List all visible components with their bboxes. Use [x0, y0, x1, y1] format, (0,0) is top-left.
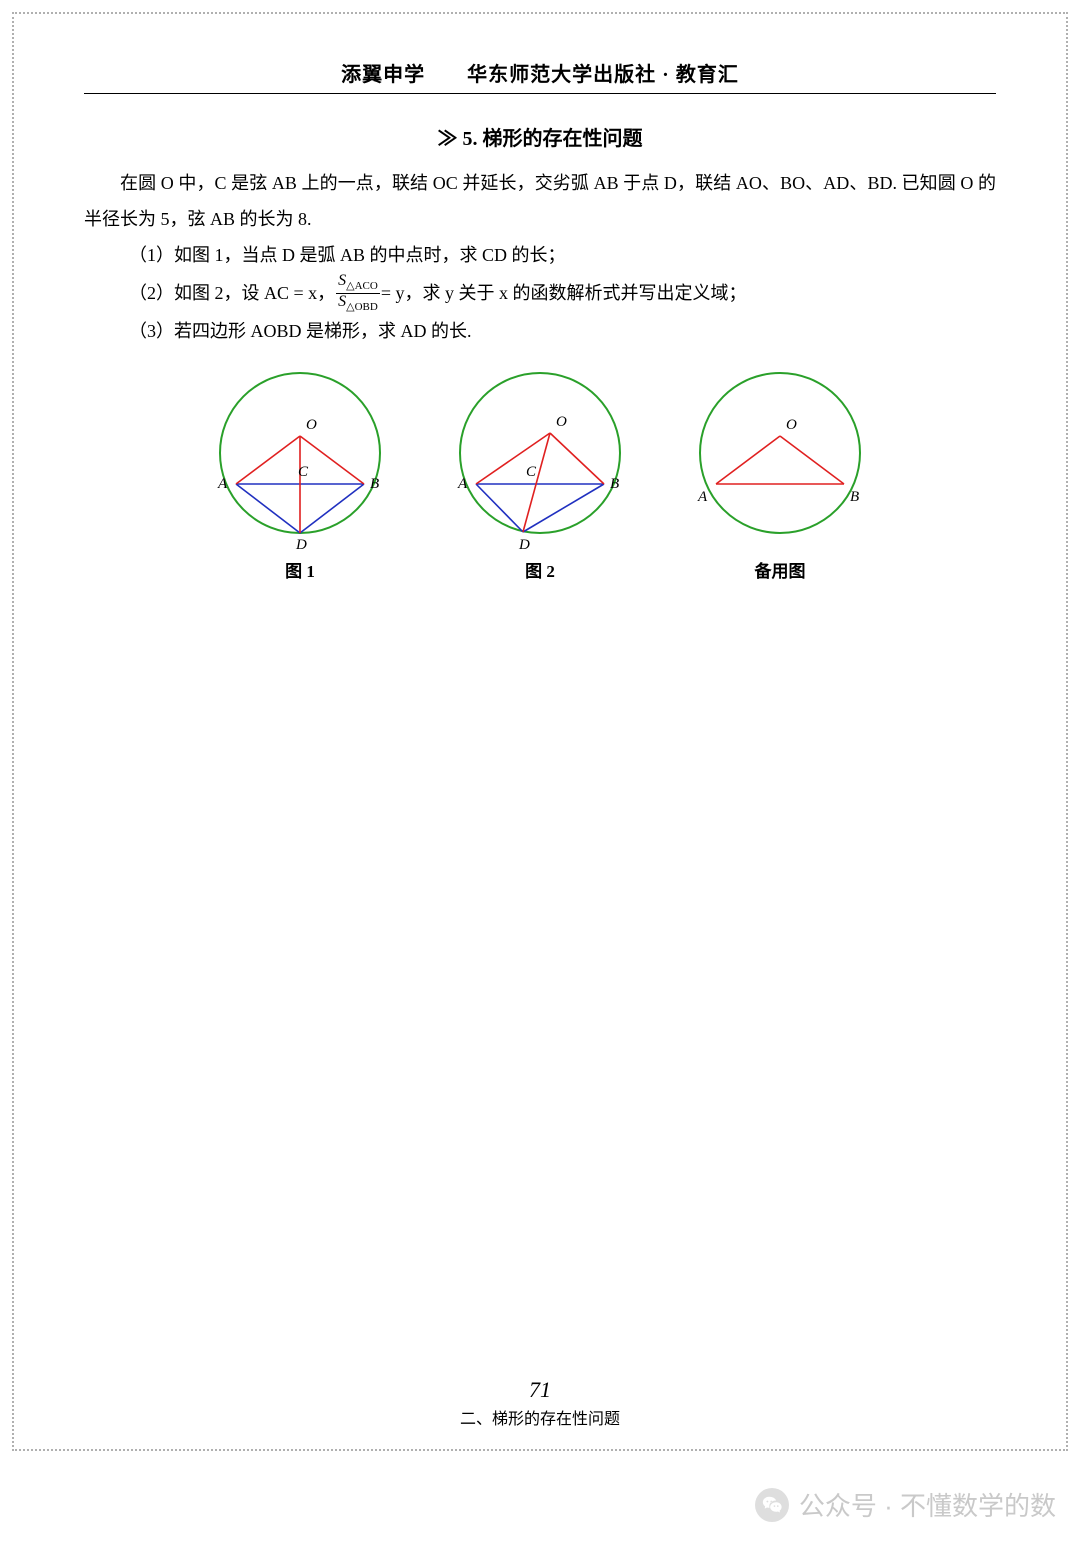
- svg-text:O: O: [306, 417, 317, 433]
- figure-2: O A B C D 图 2: [430, 363, 650, 582]
- figure-svg: O A B: [670, 363, 890, 553]
- figures-row: O A B C D 图 1 O A B C D 图 2 O A B 备用图: [84, 363, 996, 582]
- watermark-text: 公众号 · 不懂数学的数: [799, 1486, 1056, 1523]
- header-rule: [84, 93, 996, 94]
- page-number: 71: [14, 1377, 1066, 1403]
- page-header: 添翼申学 华东师范大学出版社 · 教育汇: [84, 58, 996, 93]
- svg-text:B: B: [610, 476, 619, 492]
- figure-svg: O A B C D: [190, 363, 410, 553]
- svg-text:A: A: [217, 476, 228, 492]
- figure-svg: O A B C D: [430, 363, 650, 553]
- figure-1: O A B C D 图 1: [190, 363, 410, 582]
- header-right: 华东师范大学出版社 · 教育汇: [467, 64, 739, 86]
- q2-fraction: S△ACO S△OBD: [336, 273, 380, 313]
- svg-text:B: B: [370, 476, 379, 492]
- q2-prefix: （2）如图 2，设 AC = x，: [129, 275, 335, 311]
- svg-text:C: C: [298, 464, 309, 480]
- svg-text:D: D: [518, 537, 530, 553]
- svg-text:C: C: [526, 464, 537, 480]
- problem-q2: （2）如图 2，设 AC = x， S△ACO S△OBD = y，求 y 关于…: [84, 273, 996, 313]
- problem-q3: （3）若四边形 AOBD 是梯形，求 AD 的长.: [84, 313, 996, 349]
- figure-caption: 图 1: [285, 557, 315, 582]
- svg-text:O: O: [556, 414, 567, 430]
- problem-intro: 在圆 O 中，C 是弦 AB 上的一点，联结 OC 并延长，交劣弧 AB 于点 …: [84, 165, 996, 237]
- section-title-text: 梯形的存在性问题: [483, 128, 643, 150]
- q2-suffix: = y，求 y 关于 x 的函数解析式并写出定义域；: [381, 275, 747, 311]
- section-title: ≫ 5. 梯形的存在性问题: [84, 122, 996, 151]
- svg-text:B: B: [850, 489, 859, 505]
- page-frame: 添翼申学 华东师范大学出版社 · 教育汇 ≫ 5. 梯形的存在性问题 在圆 O …: [12, 12, 1068, 1451]
- figure-caption: 备用图: [755, 557, 806, 582]
- watermark: 公众号 · 不懂数学的数: [755, 1486, 1056, 1523]
- page-footer: 71 二、梯形的存在性问题: [14, 1377, 1066, 1429]
- problem-body: 在圆 O 中，C 是弦 AB 上的一点，联结 OC 并延长，交劣弧 AB 于点 …: [84, 165, 996, 349]
- figure-caption: 图 2: [525, 557, 555, 582]
- figure-3: O A B 备用图: [670, 363, 890, 582]
- svg-text:D: D: [295, 537, 307, 553]
- svg-text:A: A: [697, 489, 708, 505]
- problem-q1: （1）如图 1，当点 D 是弧 AB 的中点时，求 CD 的长；: [84, 237, 996, 273]
- footer-chapter: 二、梯形的存在性问题: [14, 1405, 1066, 1429]
- svg-text:A: A: [457, 476, 468, 492]
- wechat-icon: [755, 1488, 789, 1522]
- section-marker: ≫ 5.: [438, 128, 478, 150]
- svg-text:O: O: [786, 417, 797, 433]
- header-left: 添翼申学: [341, 64, 425, 86]
